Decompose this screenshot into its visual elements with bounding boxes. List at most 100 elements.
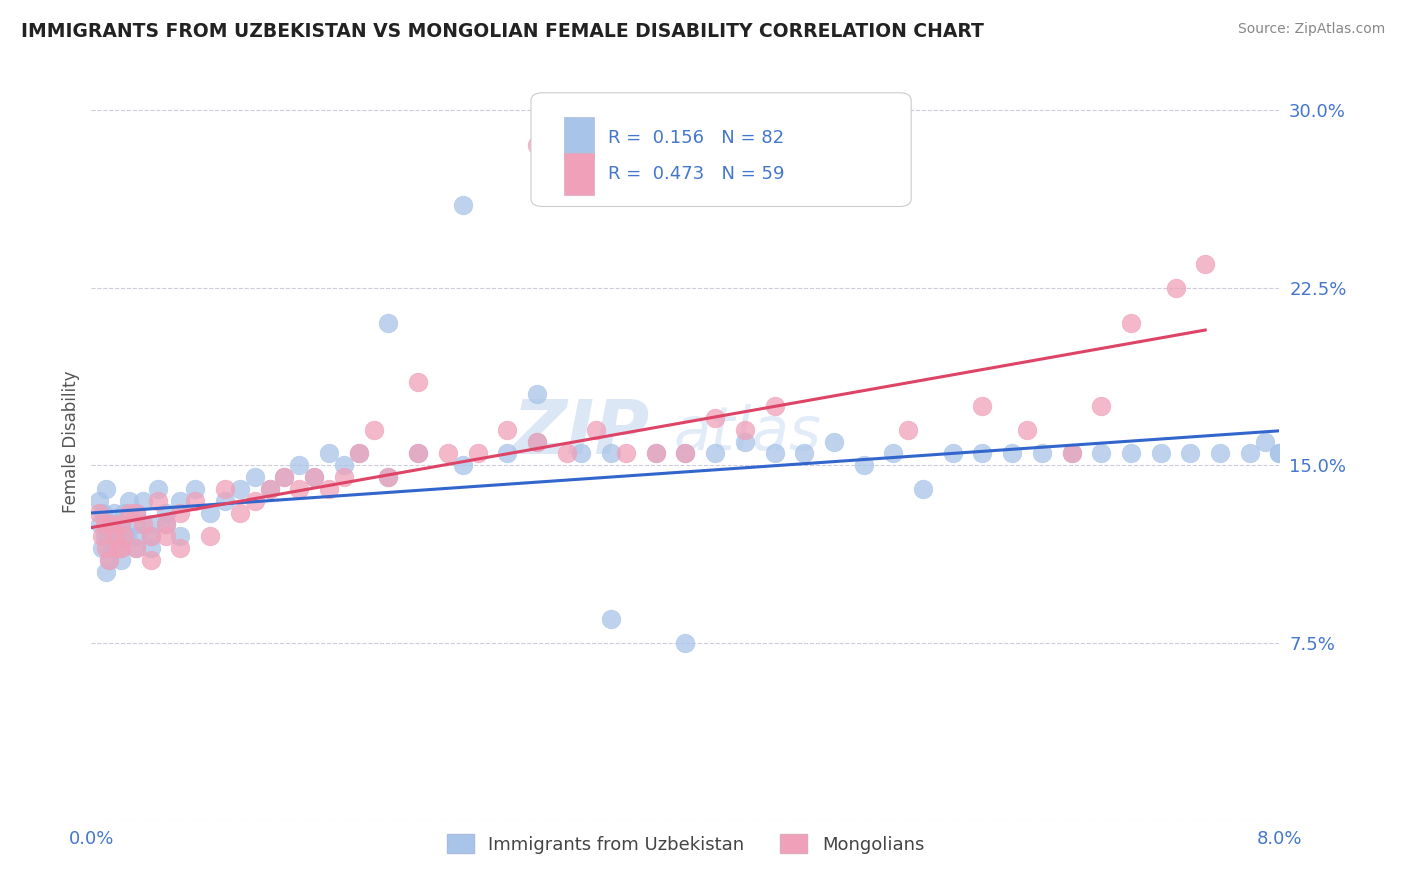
Point [110,553,132,567]
Point [897,423,920,437]
Point [333,470,356,484]
Legend: Immigrants from Uzbekistan, Mongolians: Immigrants from Uzbekistan, Mongolians [439,827,932,861]
Point [110,541,132,556]
Point [1015,423,1038,437]
Text: IMMIGRANTS FROM UZBEKISTAN VS MONGOLIAN FEMALE DISABILITY CORRELATION CHART: IMMIGRANTS FROM UZBEKISTAN VS MONGOLIAN … [21,22,984,41]
Point [243,493,266,508]
Point [139,553,162,567]
Point [94,529,117,543]
Point [105,529,128,543]
Point [496,423,519,437]
Point [273,470,295,484]
Point [200,506,222,520]
Point [90,541,112,556]
Point [200,529,222,543]
Point [600,612,623,626]
Point [90,529,112,543]
Point [614,446,637,460]
Point [125,506,148,520]
Point [673,446,696,460]
Point [585,423,607,437]
Point [673,446,696,460]
Point [184,482,207,496]
Point [104,541,127,556]
Point [104,529,127,543]
Point [451,197,474,211]
Point [406,446,429,460]
Point [107,517,129,532]
Point [229,506,252,520]
Point [110,541,132,556]
Point [823,434,845,449]
Point [793,446,815,460]
Point [96,541,118,556]
Point [555,446,578,460]
Point [115,529,138,543]
Point [148,493,170,508]
Point [112,529,135,543]
Point [155,517,177,532]
Point [1268,446,1291,460]
Point [347,446,370,460]
Point [882,446,904,460]
Point [87,506,110,520]
Point [96,482,118,496]
Point [273,470,295,484]
Point [243,470,266,484]
Point [125,517,148,532]
Point [644,446,666,460]
Point [852,458,875,473]
FancyBboxPatch shape [564,117,593,159]
Point [436,446,458,460]
Point [155,517,177,532]
Point [942,446,965,460]
Point [259,482,281,496]
Point [155,506,177,520]
Point [112,506,135,520]
Point [97,529,120,543]
Point [1180,446,1202,460]
Point [125,506,148,520]
FancyBboxPatch shape [531,93,911,207]
Point [302,470,325,484]
Point [96,565,118,579]
Point [98,553,121,567]
Point [169,529,191,543]
Point [972,446,994,460]
Point [763,446,786,460]
Point [571,446,593,460]
Point [467,446,489,460]
Point [1268,446,1291,460]
Point [184,493,207,508]
Point [103,506,125,520]
Point [1001,446,1024,460]
Point [139,517,162,532]
Point [125,541,148,556]
Point [302,470,325,484]
Point [94,517,117,532]
Point [911,482,934,496]
Point [100,517,122,532]
Point [91,506,114,520]
Point [89,517,111,532]
Point [1149,446,1171,460]
Point [734,434,756,449]
Point [318,446,340,460]
Point [377,470,399,484]
Point [1119,316,1142,330]
Point [673,636,696,650]
Point [1060,446,1083,460]
Point [117,506,139,520]
Point [333,458,356,473]
Point [87,493,110,508]
Point [98,553,121,567]
Point [972,399,994,413]
Point [288,482,311,496]
Point [259,482,281,496]
Point [406,376,429,390]
Point [1164,280,1187,294]
Point [1119,446,1142,460]
Point [704,410,727,425]
Text: ZIP: ZIP [513,398,650,470]
Point [110,517,132,532]
